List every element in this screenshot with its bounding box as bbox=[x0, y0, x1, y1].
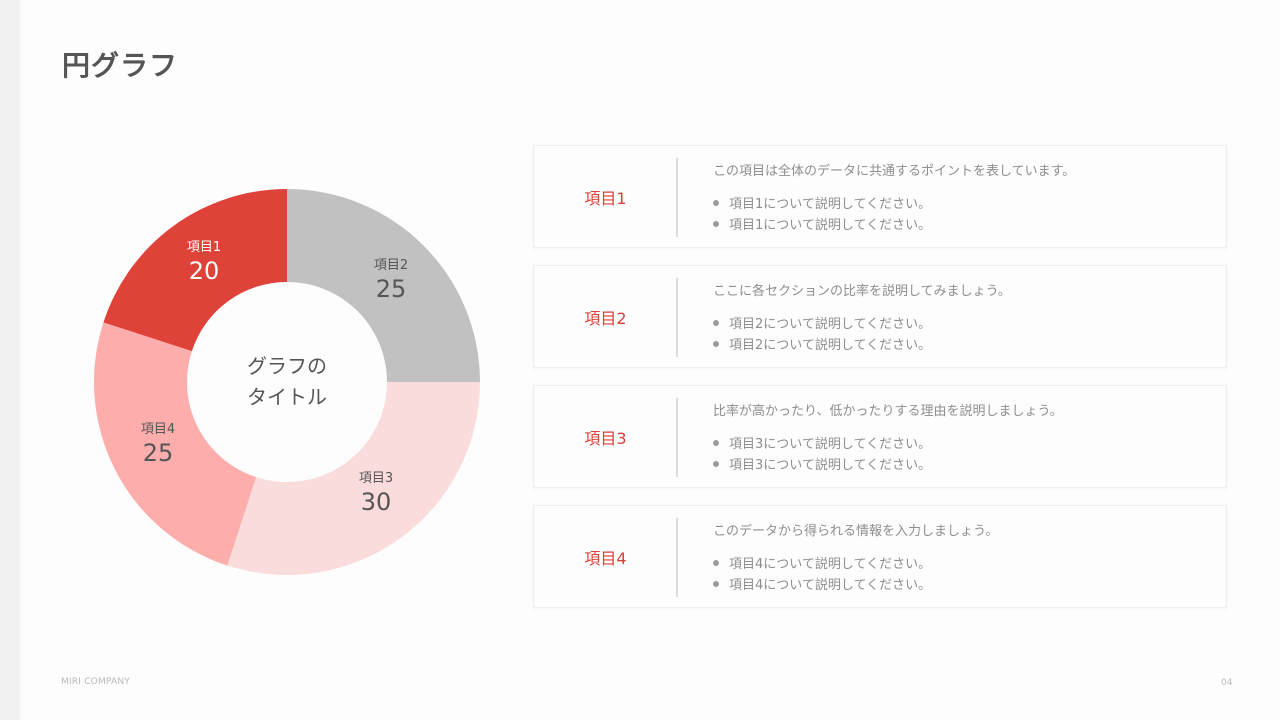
card-body: ここに各セクションの比率を説明してみましょう。 項目2について説明してください。… bbox=[713, 280, 1216, 354]
bullet-dot-icon bbox=[713, 460, 719, 467]
segment-label-4: 項目4 25 bbox=[118, 418, 198, 467]
item-cards: 項目1 この項目は全体のデータに共通するポイントを表しています。 項目1について… bbox=[533, 145, 1227, 625]
segment-value: 25 bbox=[375, 275, 407, 303]
bullet-text: 項目2について説明してください。 bbox=[729, 338, 932, 353]
segment-name: 項目1 bbox=[186, 240, 222, 255]
donut-segment-項目3 bbox=[227, 382, 480, 575]
card-body: この項目は全体のデータに共通するポイントを表しています。 項目1について説明して… bbox=[713, 160, 1216, 234]
bullet-text: 項目2について説明してください。 bbox=[729, 317, 932, 332]
donut-segment-項目4 bbox=[94, 322, 257, 566]
card-divider bbox=[676, 158, 678, 237]
item-card-3: 項目3 比率が高かったり、低かったりする理由を説明しましょう。 項目3について説… bbox=[533, 385, 1227, 488]
donut-segment-項目2 bbox=[287, 189, 480, 382]
page-title: 円グラフ bbox=[62, 49, 179, 82]
segment-name: 項目4 bbox=[140, 422, 176, 437]
segment-value: 20 bbox=[188, 257, 220, 285]
bullet-text: 項目3について説明してください。 bbox=[729, 458, 932, 473]
card-bullet: 項目2について説明してください。 bbox=[713, 312, 1216, 333]
card-bullet: 項目1について説明してください。 bbox=[713, 213, 1216, 234]
bullet-text: 項目4について説明してください。 bbox=[729, 557, 932, 572]
card-bullet-list: 項目4について説明してください。 項目4について説明してください。 bbox=[713, 552, 1216, 594]
bullet-text: 項目1について説明してください。 bbox=[729, 197, 932, 212]
segment-name: 項目3 bbox=[358, 471, 394, 486]
card-item-name: 項目3 bbox=[584, 428, 627, 448]
bullet-dot-icon bbox=[713, 199, 719, 206]
footer-company: MIRI COMPANY bbox=[61, 677, 130, 687]
bullet-text: 項目3について説明してください。 bbox=[729, 437, 932, 452]
card-description: 比率が高かったり、低かったりする理由を説明しましょう。 bbox=[713, 404, 1063, 419]
item-card-2: 項目2 ここに各セクションの比率を説明してみましょう。 項目2について説明してく… bbox=[533, 265, 1227, 368]
card-bullet-list: 項目3について説明してください。 項目3について説明してください。 bbox=[713, 432, 1216, 474]
bullet-text: 項目1について説明してください。 bbox=[729, 218, 932, 233]
card-bullet: 項目3について説明してください。 bbox=[713, 453, 1216, 474]
segment-label-2: 項目2 25 bbox=[351, 254, 431, 303]
card-divider bbox=[676, 398, 678, 477]
bullet-dot-icon bbox=[713, 559, 719, 566]
card-body: このデータから得られる情報を入力しましょう。 項目4について説明してください。 … bbox=[713, 520, 1216, 594]
card-description: このデータから得られる情報を入力しましょう。 bbox=[713, 524, 999, 539]
card-divider bbox=[676, 278, 678, 357]
bullet-dot-icon bbox=[713, 220, 719, 227]
donut-chart: 項目1 20 項目2 25 項目3 30 項目4 25 グラフの タイトル bbox=[94, 189, 480, 575]
card-bullet: 項目3について説明してください。 bbox=[713, 432, 1216, 453]
bullet-dot-icon bbox=[713, 580, 719, 587]
segment-name: 項目2 bbox=[373, 258, 409, 273]
donut-chart-svg bbox=[94, 189, 480, 575]
bullet-dot-icon bbox=[713, 439, 719, 446]
card-bullet: 項目1について説明してください。 bbox=[713, 192, 1216, 213]
card-bullet-list: 項目1について説明してください。 項目1について説明してください。 bbox=[713, 192, 1216, 234]
donut-segment-項目1 bbox=[103, 189, 287, 352]
segment-label-3: 項目3 30 bbox=[336, 467, 416, 516]
item-card-4: 項目4 このデータから得られる情報を入力しましょう。 項目4について説明してくだ… bbox=[533, 505, 1227, 608]
bullet-text: 項目4について説明してください。 bbox=[729, 578, 932, 593]
segment-value: 30 bbox=[360, 488, 392, 516]
bullet-dot-icon bbox=[713, 340, 719, 347]
item-card-1: 項目1 この項目は全体のデータに共通するポイントを表しています。 項目1について… bbox=[533, 145, 1227, 248]
left-stripe bbox=[0, 0, 20, 720]
card-body: 比率が高かったり、低かったりする理由を説明しましょう。 項目3について説明してく… bbox=[713, 400, 1216, 474]
bullet-dot-icon bbox=[713, 319, 719, 326]
card-description: ここに各セクションの比率を説明してみましょう。 bbox=[713, 284, 1011, 299]
card-divider bbox=[676, 518, 678, 597]
card-item-name: 項目4 bbox=[584, 548, 627, 568]
card-bullet-list: 項目2について説明してください。 項目2について説明してください。 bbox=[713, 312, 1216, 354]
segment-value: 25 bbox=[142, 439, 174, 467]
card-bullet: 項目4について説明してください。 bbox=[713, 552, 1216, 573]
card-bullet: 項目2について説明してください。 bbox=[713, 333, 1216, 354]
card-bullet: 項目4について説明してください。 bbox=[713, 573, 1216, 594]
card-description: この項目は全体のデータに共通するポイントを表しています。 bbox=[713, 164, 1076, 179]
page-number: 04 bbox=[1221, 678, 1233, 688]
card-item-name: 項目2 bbox=[584, 308, 627, 328]
card-item-name: 項目1 bbox=[584, 188, 627, 208]
chart-center-title: グラフの タイトル bbox=[247, 354, 327, 409]
segment-label-1: 項目1 20 bbox=[164, 236, 244, 285]
